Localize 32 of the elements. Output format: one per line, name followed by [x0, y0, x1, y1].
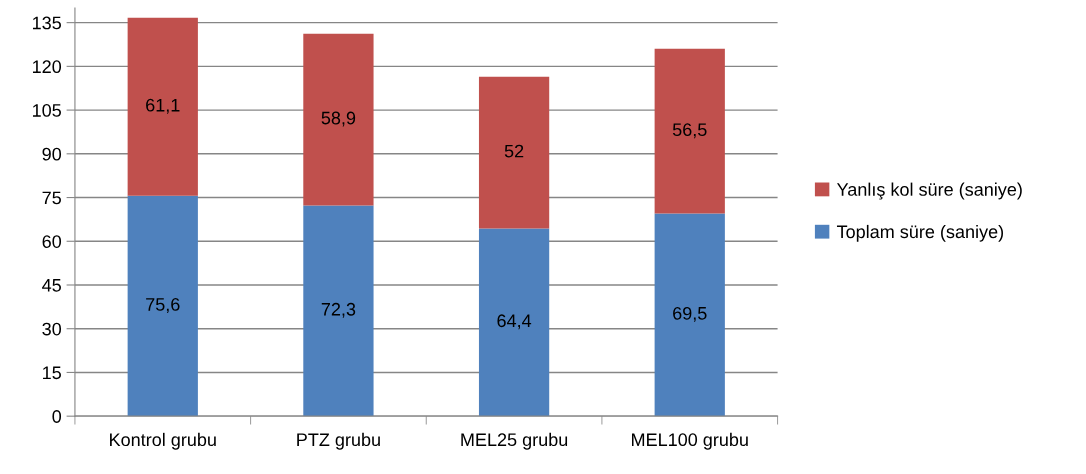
- y-tick-label: 90: [42, 147, 62, 161]
- y-tick-label: 75: [42, 191, 61, 205]
- data-label: 72,3: [321, 302, 356, 318]
- bar: [478, 228, 550, 417]
- x-tick-label: MEL25 grubu: [461, 432, 568, 450]
- bar: [654, 213, 725, 417]
- bar: [654, 48, 725, 214]
- bar: [127, 17, 198, 196]
- y-tick-label: 30: [42, 322, 62, 336]
- legend-label: Yanlış kol süre (saniye): [836, 182, 1022, 200]
- y-tick-label: 0: [52, 410, 62, 423]
- data-label: 75,6: [146, 298, 180, 313]
- y-tick-label: 45: [42, 279, 61, 292]
- y-tick-label: 135: [32, 16, 61, 30]
- data-label: 61,1: [146, 98, 180, 114]
- bar: [303, 33, 374, 206]
- data-label: 58,9: [321, 111, 356, 127]
- data-label: 64,4: [497, 314, 532, 330]
- y-tick-label: 60: [42, 235, 62, 248]
- y-tick-label: 105: [32, 104, 61, 117]
- legend-label: Toplam süre (saniye): [836, 224, 1004, 242]
- data-label: 52: [504, 144, 524, 158]
- data-label: 56,5: [672, 123, 707, 139]
- x-tick-label: PTZ grubu: [297, 432, 380, 450]
- bar: [303, 205, 374, 417]
- bar: [127, 195, 198, 417]
- bar: [478, 76, 550, 229]
- data-label: 69,5: [673, 306, 707, 322]
- y-tick-label: 120: [32, 60, 62, 74]
- x-tick-label: MEL100 grubu: [632, 432, 748, 450]
- y-tick-label: 15: [43, 366, 61, 380]
- x-tick-label: Kontrol grubu: [110, 432, 216, 450]
